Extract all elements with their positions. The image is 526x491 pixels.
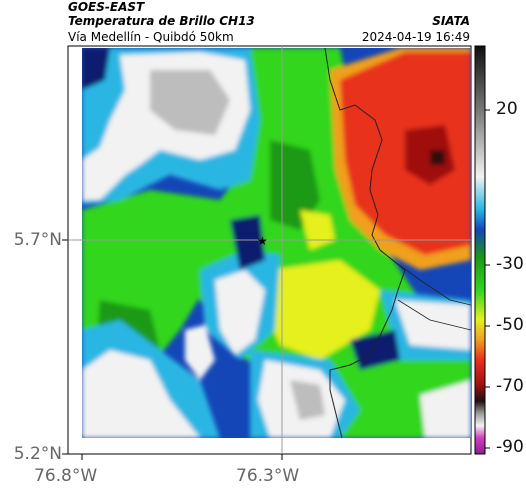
region-subtitle: Vía Medellín - Quibdó 50km — [68, 30, 234, 44]
timestamp-label: 2024-04-19 16:49 — [361, 30, 470, 44]
agency-label: SIATA — [432, 14, 470, 28]
lat-tick-5-2: 5.2°N — [13, 444, 62, 464]
lon-tick-76-8: 76.8°W — [34, 466, 98, 486]
colorbar-tick-minus70: -70 — [496, 376, 524, 396]
colorbar-tick-minus50: -50 — [496, 315, 524, 335]
brightness-temperature-field — [82, 48, 471, 438]
star-marker-icon: ★ — [257, 234, 268, 248]
colorbar-tick-20: 20 — [496, 99, 518, 119]
colorbar — [474, 45, 486, 455]
product-title: Temperatura de Brillo CH13 — [68, 14, 255, 28]
colorbar-tick-minus90: -90 — [496, 437, 524, 457]
lon-tick-76-3: 76.3°W — [236, 466, 300, 486]
colorbar-tick-minus30: -30 — [496, 254, 524, 274]
lat-tick-5-7: 5.7°N — [13, 230, 62, 250]
satellite-title: GOES-EAST — [68, 0, 145, 14]
